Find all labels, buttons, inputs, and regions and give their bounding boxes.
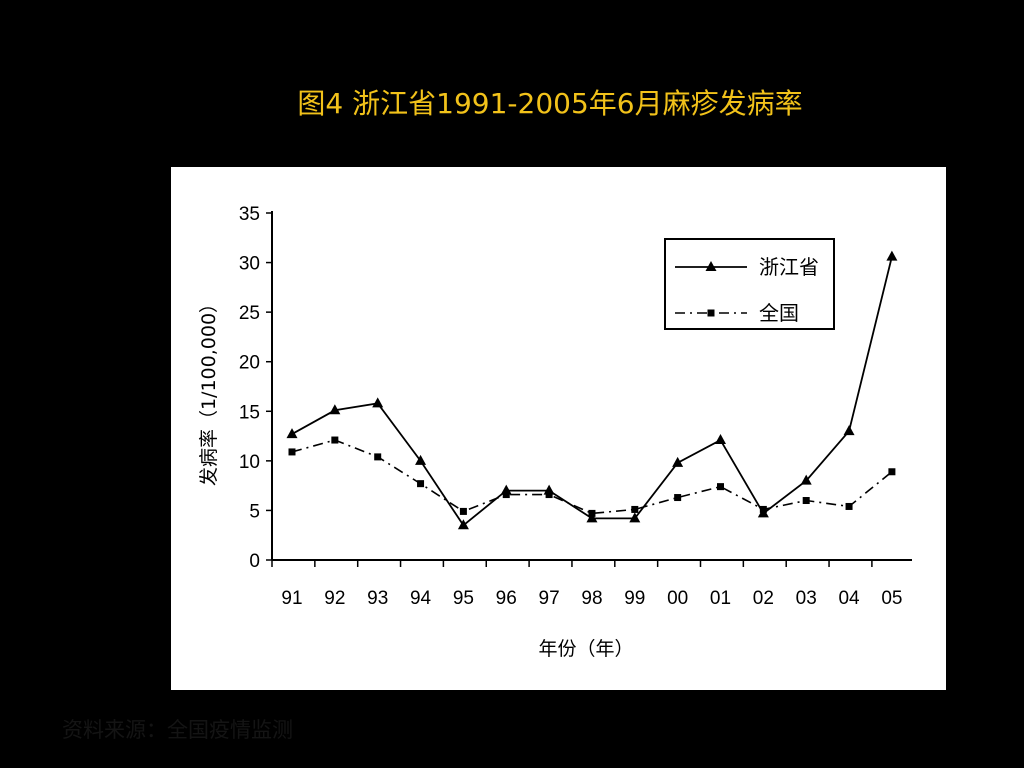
data-point-square xyxy=(288,448,296,456)
data-point-square xyxy=(417,480,425,488)
x-tick-label: 01 xyxy=(710,588,731,609)
data-point-square xyxy=(802,497,810,505)
chart-axes xyxy=(271,211,912,561)
x-tick-label: 91 xyxy=(281,588,302,609)
slide-title: 图4 浙江省1991-2005年6月麻疹发病率 xyxy=(297,87,803,120)
data-point-triangle xyxy=(843,425,855,436)
x-tick-label: 99 xyxy=(624,588,645,609)
data-point-square xyxy=(674,494,682,502)
data-point-square xyxy=(631,505,639,513)
legend-marker-square xyxy=(707,309,715,317)
x-axis-title: 年份（年） xyxy=(538,638,633,660)
legend-label: 全国 xyxy=(759,301,799,325)
data-point-triangle xyxy=(329,404,341,415)
chart-panel: 0 5 10 15 20 25 30 35 91 92 93 94 95 96 97 98 99 00 01 02 0… xyxy=(171,167,946,690)
x-tick-label: 03 xyxy=(796,588,817,609)
x-tick-label: 97 xyxy=(539,588,560,609)
data-point-square xyxy=(374,453,382,461)
data-point-triangle xyxy=(286,428,298,439)
data-point-triangle xyxy=(672,456,684,467)
data-point-triangle xyxy=(372,397,384,408)
legend-item: 全国 xyxy=(675,301,799,325)
source-note: 资料来源：全国疫情监测 xyxy=(62,718,293,742)
series-zhejiang xyxy=(286,250,898,530)
series-layer xyxy=(286,250,898,530)
data-point-square xyxy=(502,491,510,499)
x-tick-label: 96 xyxy=(496,588,517,609)
data-point-square xyxy=(759,505,767,513)
x-tick-label: 04 xyxy=(838,588,860,609)
legend-box xyxy=(664,238,835,330)
data-point-square xyxy=(845,502,853,510)
y-tick-label: 5 xyxy=(249,501,260,522)
x-tick-label: 92 xyxy=(324,588,345,609)
legend-item: 浙江省 xyxy=(675,255,819,279)
data-point-triangle xyxy=(457,519,469,530)
data-point-triangle xyxy=(886,250,898,261)
data-point-triangle xyxy=(629,512,641,523)
data-point-square xyxy=(588,509,596,517)
x-tick-label: 98 xyxy=(581,588,602,609)
y-axis-title: 发病率（1/100,000） xyxy=(198,294,220,486)
x-axis-ticks: 91 92 93 94 95 96 97 98 99 00 01 02 03 04 05 xyxy=(271,560,902,609)
series-line xyxy=(291,439,893,515)
y-tick-label: 35 xyxy=(239,204,260,225)
x-tick-label: 94 xyxy=(410,588,432,609)
data-point-triangle xyxy=(800,474,812,485)
data-point-triangle xyxy=(715,434,726,445)
x-tick-label: 95 xyxy=(453,588,474,609)
x-tick-label: 05 xyxy=(881,588,902,609)
y-tick-label: 30 xyxy=(239,254,260,275)
data-point-square xyxy=(459,507,467,515)
y-tick-label: 20 xyxy=(239,353,260,374)
legend-marker-triangle xyxy=(705,261,717,271)
y-tick-label: 25 xyxy=(239,303,260,324)
x-tick-label: 00 xyxy=(667,588,688,609)
data-point-square xyxy=(545,491,553,499)
data-point-triangle xyxy=(586,512,598,523)
data-point-triangle xyxy=(415,454,427,465)
y-axis-ticks: 0 5 10 15 20 25 30 35 xyxy=(239,204,272,572)
x-tick-label: 93 xyxy=(367,588,388,609)
series-national xyxy=(288,436,896,517)
y-tick-label: 0 xyxy=(249,551,260,572)
data-point-square xyxy=(717,483,724,491)
y-tick-label: 15 xyxy=(239,402,260,423)
x-tick-label: 02 xyxy=(753,588,774,609)
data-point-square xyxy=(888,468,896,476)
data-point-square xyxy=(331,436,339,444)
legend-label: 浙江省 xyxy=(759,255,819,279)
y-tick-label: 10 xyxy=(239,452,260,473)
